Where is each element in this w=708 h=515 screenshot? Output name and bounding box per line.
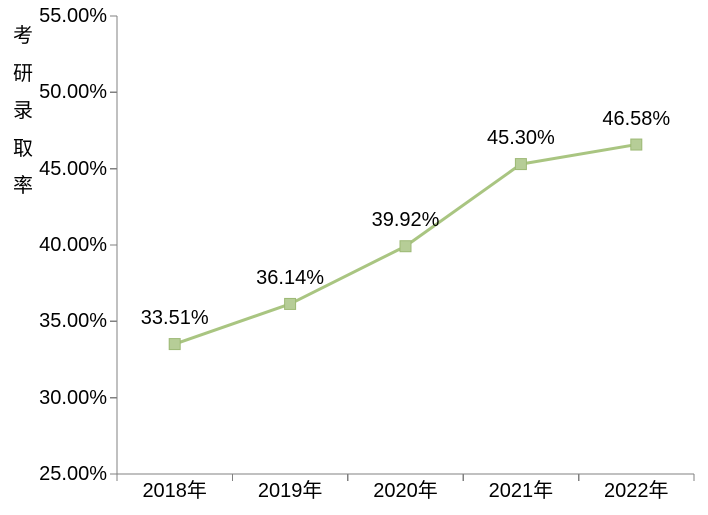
data-point-label: 36.14% [256, 266, 325, 289]
y-axis-tick-label: 35.00% [39, 310, 107, 333]
data-point-label: 46.58% [602, 107, 671, 130]
x-axis-tick-label: 2019年 [257, 480, 323, 502]
data-point-marker [284, 297, 297, 310]
data-point-label: 39.92% [371, 209, 440, 232]
x-axis-tick-label: 2018年 [142, 480, 207, 502]
y-axis-tick-label: 50.00% [39, 81, 107, 104]
x-axis-tick-label: 2020年 [373, 480, 438, 502]
x-axis-tick-label: 2021年 [488, 480, 554, 502]
data-point-label: 33.51% [140, 307, 209, 330]
y-axis-title: 考研录取率 [13, 25, 33, 197]
data-point-marker [514, 158, 527, 171]
data-point-marker [168, 338, 181, 351]
y-axis-tick-label: 30.00% [39, 386, 107, 409]
data-point-marker [399, 240, 412, 253]
data-point-marker [630, 138, 643, 151]
data-point-label: 45.30% [486, 127, 555, 150]
x-axis-tick-label: 2022年 [604, 480, 669, 502]
y-axis-tick-label: 25.00% [39, 463, 107, 485]
y-axis-tick-label: 45.00% [39, 157, 107, 180]
y-axis-tick-label: 40.00% [39, 234, 107, 256]
y-axis-tick-label: 55.00% [39, 5, 107, 27]
